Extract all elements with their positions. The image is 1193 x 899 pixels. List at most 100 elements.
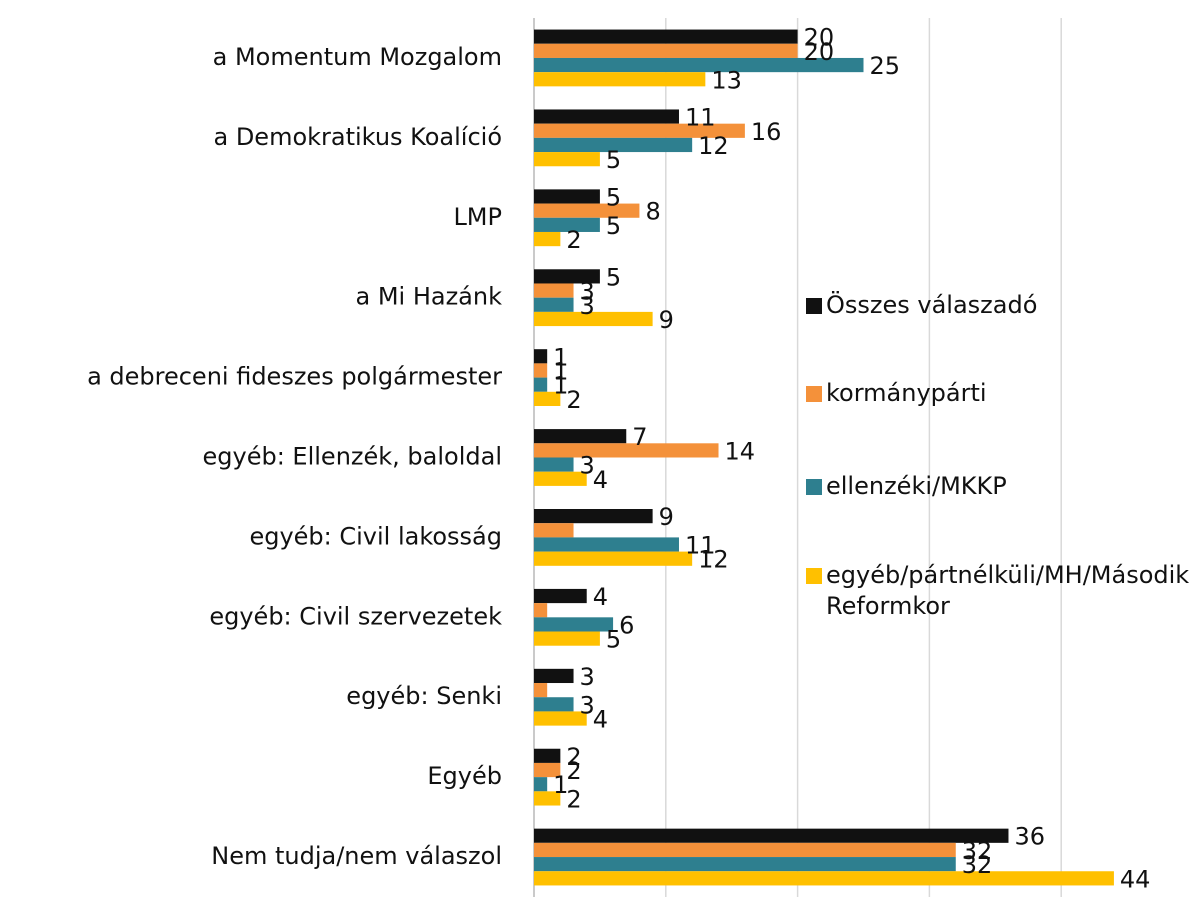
y-tick-label: Egyéb xyxy=(427,762,502,790)
bar xyxy=(534,762,561,778)
legend-label: kormánypárti xyxy=(826,379,987,407)
data-label: 5 xyxy=(606,626,621,654)
bar xyxy=(534,429,627,444)
legend-swatch xyxy=(806,298,822,314)
data-label: 5 xyxy=(606,183,621,211)
data-label: 13 xyxy=(711,66,742,94)
data-label: 1 xyxy=(553,771,568,799)
legend-entry: egyéb/pártnélküli/MH/Második Reformkor xyxy=(826,561,1190,620)
legend-entry: Összes válaszadó xyxy=(826,291,1038,319)
bar xyxy=(534,297,574,312)
legend-swatch xyxy=(806,568,822,584)
data-label: 3 xyxy=(580,691,595,719)
bar xyxy=(534,842,956,858)
bar xyxy=(534,29,798,44)
bar xyxy=(534,537,679,552)
bar xyxy=(534,748,561,763)
legend-swatch xyxy=(806,479,822,495)
data-label: 9 xyxy=(659,503,674,531)
bar xyxy=(534,203,640,218)
data-label: 5 xyxy=(606,263,621,291)
bar xyxy=(534,777,548,792)
data-label: 2 xyxy=(566,743,581,771)
bar xyxy=(534,391,561,406)
bar xyxy=(534,137,693,153)
bar xyxy=(534,349,548,364)
bar xyxy=(534,588,587,604)
data-label: 11 xyxy=(685,532,716,560)
data-label: 1 xyxy=(553,357,568,385)
y-tick-label: Nem tudja/nem válaszol xyxy=(211,842,502,870)
data-label: 2 xyxy=(566,757,581,785)
y-tick-label: egyéb: Civil lakosság xyxy=(249,522,502,550)
y-tick-label: egyéb: Civil szervezetek xyxy=(209,602,502,630)
bar xyxy=(534,457,574,472)
bar xyxy=(534,509,653,524)
bar xyxy=(534,363,548,378)
bar xyxy=(534,683,548,698)
bar xyxy=(534,231,561,247)
data-label: 44 xyxy=(1120,865,1151,893)
bar xyxy=(534,123,745,138)
data-label: 20 xyxy=(804,24,835,52)
data-label: 2 xyxy=(566,386,581,414)
legend-label: Összes válaszadó xyxy=(826,291,1038,319)
data-label: 5 xyxy=(606,146,621,174)
bar xyxy=(534,523,574,538)
bar xyxy=(534,857,956,872)
data-label: 3 xyxy=(580,292,595,320)
data-label: 20 xyxy=(804,38,835,66)
legend-label: ellenzéki/MKKP xyxy=(826,472,1007,500)
data-label: 8 xyxy=(645,198,660,226)
data-label: 14 xyxy=(725,437,756,465)
data-label: 6 xyxy=(619,611,634,639)
bar xyxy=(534,603,548,618)
bar xyxy=(534,871,1114,886)
bar xyxy=(534,443,719,458)
y-tick-label: a Momentum Mozgalom xyxy=(213,43,502,71)
data-label: 9 xyxy=(659,306,674,334)
bar xyxy=(534,617,614,632)
bar xyxy=(534,57,864,73)
bar xyxy=(534,551,693,566)
y-tick-label: a Demokratikus Koalíció xyxy=(213,123,502,151)
data-label: 2 xyxy=(566,226,581,254)
bar xyxy=(534,109,679,124)
data-label: 1 xyxy=(553,343,568,371)
bar xyxy=(534,791,561,806)
data-label: 16 xyxy=(751,118,782,146)
bar xyxy=(534,43,798,58)
data-label: 5 xyxy=(606,212,621,240)
y-tick-label: a debreceni fideszes polgármester xyxy=(87,363,502,391)
bar xyxy=(534,217,600,232)
bar xyxy=(534,711,587,726)
bar xyxy=(534,828,1009,843)
data-label: 32 xyxy=(962,851,993,879)
bar xyxy=(534,471,587,486)
data-label: 12 xyxy=(698,546,729,574)
data-label: 25 xyxy=(870,52,901,80)
data-label: 1 xyxy=(553,372,568,400)
data-label: 36 xyxy=(1014,823,1045,851)
data-label: 4 xyxy=(593,466,608,494)
bar xyxy=(534,311,653,327)
legend-entry: ellenzéki/MKKP xyxy=(826,472,1007,500)
data-label: 2 xyxy=(566,785,581,813)
legend-label: egyéb/pártnélküli/MH/Második Reformkor xyxy=(826,561,1190,620)
y-tick-label: LMP xyxy=(453,203,502,231)
bar xyxy=(534,189,600,204)
bar xyxy=(534,72,706,87)
data-label: 7 xyxy=(632,423,647,451)
legend-swatch xyxy=(806,386,822,402)
y-tick-label: egyéb: Ellenzék, baloldal xyxy=(203,443,502,471)
bar xyxy=(534,283,574,298)
data-label: 4 xyxy=(593,583,608,611)
bar xyxy=(534,269,600,284)
data-label: 32 xyxy=(962,837,993,865)
data-label: 12 xyxy=(698,132,729,160)
data-label: 3 xyxy=(580,278,595,306)
data-label: 11 xyxy=(685,104,716,132)
y-tick-label: a Mi Hazánk xyxy=(355,283,502,311)
data-label: 3 xyxy=(580,663,595,691)
